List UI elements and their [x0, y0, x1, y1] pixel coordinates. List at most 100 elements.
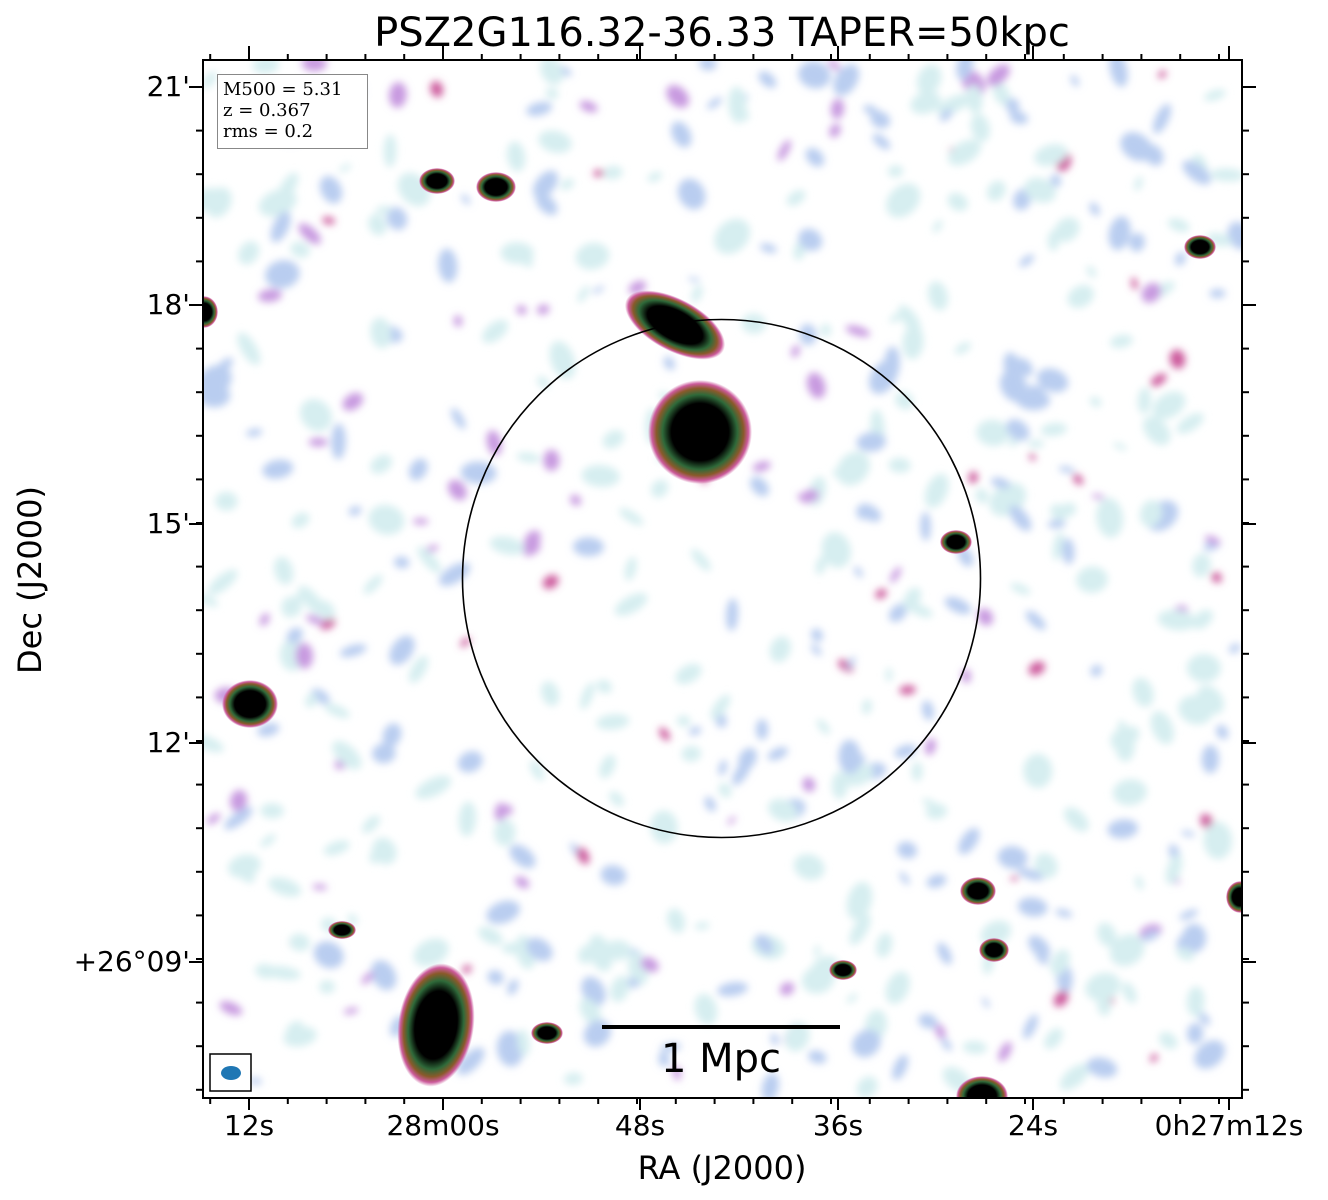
x-tick-label: 28m00s — [386, 1109, 500, 1142]
noise-blob — [1089, 202, 1100, 216]
noise-blob — [516, 452, 541, 463]
noise-blob — [370, 454, 393, 474]
noise-blob — [671, 121, 692, 148]
noise-blob — [997, 846, 1028, 869]
noise-blob — [924, 738, 936, 756]
noise-blob — [252, 60, 280, 74]
noise-blob — [676, 715, 691, 727]
noise-blob — [805, 147, 825, 167]
noise-blob — [509, 844, 536, 869]
noise-blob — [319, 980, 335, 994]
noise-blob — [802, 777, 816, 792]
noise-blob — [808, 1050, 827, 1064]
noise-blob — [368, 214, 387, 236]
noise-blob — [1017, 897, 1048, 917]
noise-blob — [526, 101, 553, 116]
noise-blob — [265, 966, 301, 980]
noise-blob — [694, 993, 718, 1025]
radio-source-small-1 — [829, 960, 857, 980]
radio-source-right-lower-2 — [979, 938, 1009, 962]
noise-blob — [853, 566, 863, 578]
noise-blob — [1181, 830, 1195, 837]
noise-blob — [609, 791, 625, 807]
noise-blob — [453, 315, 463, 327]
noise-blob — [1198, 1012, 1211, 1026]
noise-blob — [1023, 1014, 1038, 1040]
noise-blob — [599, 754, 616, 779]
noise-blob — [1150, 711, 1174, 745]
noise-blob — [768, 798, 798, 822]
noise-blob — [890, 566, 902, 583]
noise-blob — [308, 437, 328, 447]
radio-source-bottom-left-extended — [397, 963, 475, 1087]
noise-blob — [408, 458, 428, 481]
noise-blob — [941, 1038, 952, 1051]
noise-blob — [761, 1072, 779, 1098]
noise-blob — [619, 508, 644, 526]
noise-blob — [305, 614, 325, 625]
noise-blob — [911, 761, 923, 782]
noise-blob — [986, 180, 1006, 202]
noise-blob — [926, 874, 947, 888]
noise-blob — [322, 216, 335, 225]
noise-blob — [962, 1041, 987, 1054]
noise-blob — [596, 679, 612, 694]
noise-blob — [1142, 930, 1159, 942]
noise-blob — [1006, 98, 1020, 114]
noise-blob — [249, 1077, 262, 1085]
x-tick-label: 0h27m12s — [1154, 1109, 1304, 1142]
noise-blob — [1058, 466, 1075, 473]
noise-blob — [1034, 144, 1068, 167]
noise-blob — [283, 1026, 317, 1047]
noise-blob — [338, 163, 352, 173]
noise-blob — [1109, 334, 1133, 348]
noise-blob — [732, 759, 752, 786]
x-axis-label: RA (J2000) — [637, 1149, 807, 1187]
noise-blob — [1019, 254, 1035, 267]
noise-blob — [821, 532, 851, 568]
noise-blob — [1047, 519, 1066, 529]
noise-blob — [704, 796, 716, 812]
noise-blob — [458, 801, 477, 837]
noise-blob — [312, 884, 328, 891]
noise-blob — [542, 574, 559, 589]
noise-blob — [389, 635, 415, 665]
noise-blob — [886, 183, 921, 218]
noise-blob — [1186, 986, 1205, 1017]
noise-blob — [1028, 935, 1051, 959]
noise-blob — [369, 843, 387, 864]
noise-blob — [982, 997, 990, 1009]
noise-blob — [560, 178, 575, 191]
noise-blob — [1228, 643, 1241, 654]
noise-blob — [319, 175, 343, 204]
noise-blob — [803, 489, 819, 502]
noise-blob — [998, 1041, 1012, 1062]
y-tick-label: 21' — [146, 70, 190, 103]
noise-blob — [755, 934, 774, 954]
noise-blob — [274, 556, 294, 585]
noise-blob — [259, 613, 270, 626]
noise-blob — [916, 64, 942, 95]
noise-blob — [1201, 745, 1220, 774]
noise-blob — [286, 627, 303, 644]
noise-blob — [727, 816, 736, 825]
noise-blob — [858, 503, 882, 522]
noise-blob — [863, 104, 878, 115]
noise-blob — [1062, 538, 1075, 565]
noise-blob — [295, 642, 314, 669]
noise-blob — [875, 588, 887, 599]
noise-blob — [1108, 216, 1131, 251]
noise-blob — [897, 841, 918, 859]
noise-blob — [1158, 70, 1167, 79]
noise-blob — [1112, 779, 1147, 806]
noise-blob — [1036, 368, 1069, 393]
noise-blob — [1034, 852, 1058, 879]
noise-blob — [650, 810, 678, 844]
noise-blob — [924, 473, 949, 508]
noise-blob — [487, 970, 504, 985]
x-tick-label: 48s — [614, 1109, 666, 1142]
noise-blob — [588, 934, 613, 972]
noise-blob — [829, 123, 841, 138]
noise-blob — [688, 277, 700, 283]
noise-blob — [494, 802, 507, 821]
